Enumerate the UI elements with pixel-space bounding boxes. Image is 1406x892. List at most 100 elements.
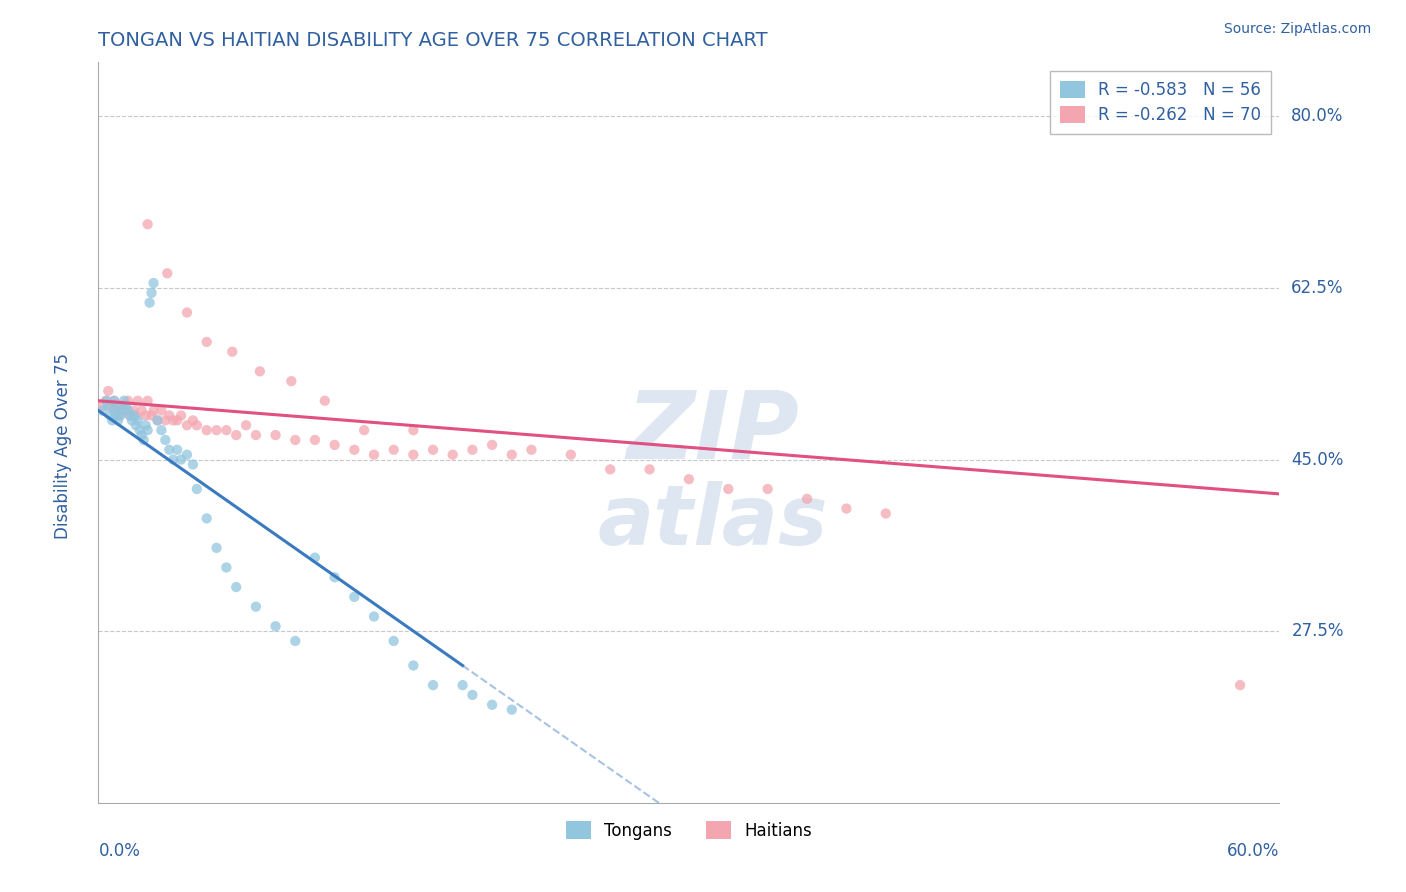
Point <box>157 409 180 423</box>
Point <box>501 448 523 462</box>
Point <box>136 217 159 231</box>
Point <box>128 423 150 437</box>
Text: 27.5%: 27.5% <box>1291 623 1344 640</box>
Point <box>520 442 543 457</box>
Point <box>155 413 177 427</box>
Point <box>96 393 118 408</box>
Text: 62.5%: 62.5% <box>1291 279 1344 297</box>
Point <box>181 458 204 472</box>
Point <box>91 399 114 413</box>
Point <box>264 428 287 442</box>
Point <box>245 599 267 614</box>
Point <box>402 658 425 673</box>
Point <box>481 438 503 452</box>
Point <box>141 409 163 423</box>
Text: ZIP: ZIP <box>626 386 799 479</box>
Point <box>162 452 184 467</box>
Point <box>382 634 405 648</box>
Point <box>115 399 138 413</box>
Point <box>835 501 858 516</box>
Point <box>166 442 188 457</box>
Point <box>122 403 145 417</box>
Point <box>314 393 336 408</box>
Point <box>97 399 120 413</box>
Point <box>599 462 621 476</box>
Point <box>186 418 208 433</box>
Point <box>181 413 204 427</box>
Point <box>280 374 302 388</box>
Text: TONGAN VS HAITIAN DISABILITY AGE OVER 75 CORRELATION CHART: TONGAN VS HAITIAN DISABILITY AGE OVER 75… <box>98 30 768 50</box>
Point <box>461 442 484 457</box>
Point <box>382 442 405 457</box>
Text: 45.0%: 45.0% <box>1291 450 1344 468</box>
Point <box>215 560 238 574</box>
Point <box>195 423 218 437</box>
Point <box>323 570 346 584</box>
Point <box>98 399 121 413</box>
Point <box>107 399 129 413</box>
Point <box>91 403 114 417</box>
Point <box>323 438 346 452</box>
Point <box>105 403 128 417</box>
Point <box>678 472 700 486</box>
Point <box>118 409 141 423</box>
Point <box>353 423 375 437</box>
Text: Source: ZipAtlas.com: Source: ZipAtlas.com <box>1223 22 1371 37</box>
Point <box>146 413 169 427</box>
Point <box>501 703 523 717</box>
Point <box>103 393 125 408</box>
Point <box>150 403 173 417</box>
Point <box>638 462 661 476</box>
Point <box>441 448 464 462</box>
Point <box>157 442 180 457</box>
Point <box>117 393 139 408</box>
Point <box>138 295 160 310</box>
Point <box>451 678 474 692</box>
Point <box>225 580 247 594</box>
Point <box>195 334 218 349</box>
Point <box>105 409 128 423</box>
Point <box>117 403 139 417</box>
Point <box>141 285 163 300</box>
Point <box>363 609 385 624</box>
Point <box>796 491 818 506</box>
Point <box>121 413 143 427</box>
Point <box>111 403 134 417</box>
Point <box>112 393 135 408</box>
Point <box>170 409 193 423</box>
Point <box>162 413 184 427</box>
Point <box>205 423 228 437</box>
Point <box>235 418 257 433</box>
Point <box>112 403 135 417</box>
Point <box>1229 678 1251 692</box>
Point <box>107 403 129 417</box>
Point <box>186 482 208 496</box>
Point <box>176 448 198 462</box>
Point <box>264 619 287 633</box>
Point <box>166 413 188 427</box>
Point <box>717 482 740 496</box>
Point <box>481 698 503 712</box>
Point <box>125 409 148 423</box>
Point <box>756 482 779 496</box>
Point <box>118 409 141 423</box>
Text: Disability Age Over 75: Disability Age Over 75 <box>55 353 72 539</box>
Text: 0.0%: 0.0% <box>98 842 141 860</box>
Point <box>97 384 120 398</box>
Point <box>215 423 238 437</box>
Point <box>402 448 425 462</box>
Point <box>146 413 169 427</box>
Point <box>131 428 153 442</box>
Point <box>125 418 148 433</box>
Point <box>363 448 385 462</box>
Point <box>127 393 149 408</box>
Point <box>284 433 307 447</box>
Point <box>343 442 366 457</box>
Point <box>96 393 118 408</box>
Point <box>461 688 484 702</box>
Text: 60.0%: 60.0% <box>1227 842 1279 860</box>
Point <box>108 409 131 423</box>
Point <box>98 409 121 423</box>
Point <box>111 399 134 413</box>
Point <box>136 423 159 437</box>
